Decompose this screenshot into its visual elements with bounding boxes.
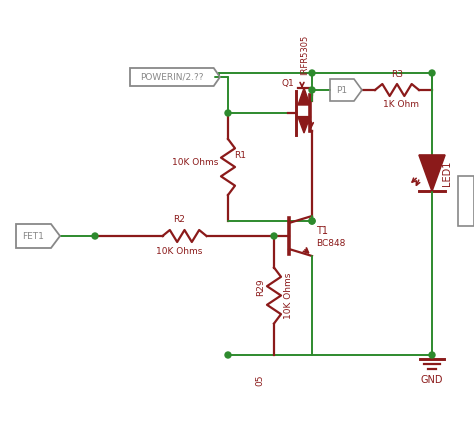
Circle shape (429, 70, 435, 76)
Polygon shape (298, 88, 310, 105)
Text: T1: T1 (316, 226, 328, 236)
Circle shape (309, 218, 315, 224)
Text: 05: 05 (255, 374, 264, 386)
Circle shape (309, 87, 315, 93)
Text: R29: R29 (256, 279, 265, 296)
Polygon shape (298, 117, 310, 133)
Text: FET1: FET1 (23, 232, 45, 240)
Text: 1K Ohm: 1K Ohm (383, 100, 419, 109)
Polygon shape (419, 155, 445, 191)
Text: P1: P1 (337, 85, 347, 94)
Text: R1: R1 (234, 150, 246, 160)
Text: POWERIN/2.??: POWERIN/2.?? (140, 72, 204, 82)
Text: LED1: LED1 (442, 160, 452, 186)
Text: 10K Ohms: 10K Ohms (172, 157, 218, 166)
Text: GND: GND (421, 375, 443, 385)
Circle shape (225, 352, 231, 358)
Text: Q1: Q1 (282, 79, 294, 88)
Circle shape (225, 110, 231, 116)
Text: R3: R3 (391, 70, 403, 79)
Circle shape (92, 233, 98, 239)
Circle shape (309, 218, 315, 224)
Circle shape (271, 233, 277, 239)
Text: 10K Ohms: 10K Ohms (284, 272, 293, 319)
Text: 10K Ohms: 10K Ohms (156, 247, 203, 256)
Circle shape (309, 70, 315, 76)
Text: BC848: BC848 (316, 239, 346, 248)
Text: IRFR5305: IRFR5305 (301, 35, 310, 75)
Circle shape (429, 352, 435, 358)
Text: R2: R2 (173, 215, 185, 224)
FancyBboxPatch shape (458, 176, 474, 226)
